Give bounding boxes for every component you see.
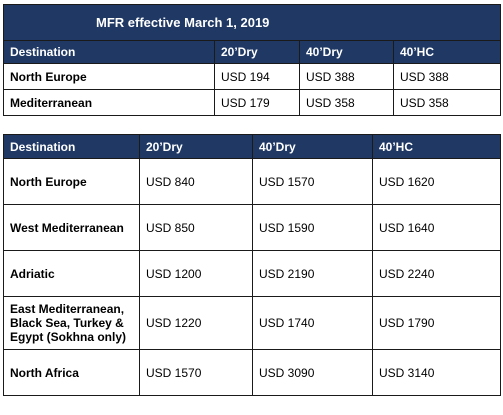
col-header-40hc: 40’HC <box>372 134 501 159</box>
rate-cell: USD 388 <box>299 63 394 90</box>
col-header-destination: Destination <box>3 40 215 64</box>
rate-cell: USD 194 <box>214 63 300 90</box>
rate-cell: USD 2190 <box>252 250 373 297</box>
rate-cell: USD 358 <box>392 89 502 116</box>
col-header-40dry: 40’Dry <box>252 134 373 159</box>
destination-rates-table: Destination 20’Dry 40’Dry 40’HC North Eu… <box>3 134 501 396</box>
destination-cell: Mediterranean <box>3 89 215 116</box>
table-title-row: MFR effective March 1, 2019 <box>2 4 502 41</box>
col-header-destination: Destination <box>3 134 140 159</box>
rate-cell: USD 850 <box>139 204 253 251</box>
rate-cell: USD 2240 <box>372 250 501 297</box>
col-header-20dry: 20’Dry <box>139 134 253 159</box>
destination-cell: Adriatic <box>3 250 140 297</box>
table-header-row: Destination 20’Dry 40’Dry 40’HC <box>3 40 502 64</box>
rate-cell: USD 3140 <box>372 349 501 396</box>
rate-cell: USD 3090 <box>252 349 373 396</box>
table-title: MFR effective March 1, 2019 <box>2 4 502 41</box>
rate-cell: USD 179 <box>214 89 300 116</box>
table-row: East Mediterranean, Black Sea, Turkey & … <box>3 296 501 350</box>
rate-cell: USD 1740 <box>252 296 373 350</box>
destination-cell: North Europe <box>3 63 215 90</box>
col-header-40hc: 40’HC <box>392 40 502 64</box>
col-header-20dry: 20’Dry <box>214 40 300 64</box>
destination-cell: North Africa <box>3 349 140 396</box>
rate-cell: USD 1220 <box>139 296 253 350</box>
rate-cell: USD 1640 <box>372 204 501 251</box>
destination-cell: North Europe <box>3 158 140 205</box>
rate-cell: USD 358 <box>299 89 394 116</box>
table-header-row: Destination 20’Dry 40’Dry 40’HC <box>3 134 501 159</box>
destination-cell: East Mediterranean, Black Sea, Turkey & … <box>3 296 140 350</box>
rate-cell: USD 1200 <box>139 250 253 297</box>
mfr-rates-table: MFR effective March 1, 2019 Destination … <box>2 4 502 116</box>
col-header-40dry: 40’Dry <box>299 40 394 64</box>
rate-cell: USD 1570 <box>139 349 253 396</box>
table-row: West Mediterranean USD 850 USD 1590 USD … <box>3 204 501 251</box>
rate-cell: USD 1590 <box>252 204 373 251</box>
table-row: North Europe USD 194 USD 388 USD 388 <box>3 63 502 90</box>
rate-cell: USD 840 <box>139 158 253 205</box>
table-row: Adriatic USD 1200 USD 2190 USD 2240 <box>3 250 501 297</box>
table-row: Mediterranean USD 179 USD 358 USD 358 <box>3 89 502 116</box>
table-row: North Europe USD 840 USD 1570 USD 1620 <box>3 158 501 205</box>
rate-cell: USD 1790 <box>372 296 501 350</box>
destination-cell: West Mediterranean <box>3 204 140 251</box>
rate-cell: USD 1620 <box>372 158 501 205</box>
rate-cell: USD 388 <box>392 63 502 90</box>
table-row: North Africa USD 1570 USD 3090 USD 3140 <box>3 349 501 396</box>
rate-cell: USD 1570 <box>252 158 373 205</box>
